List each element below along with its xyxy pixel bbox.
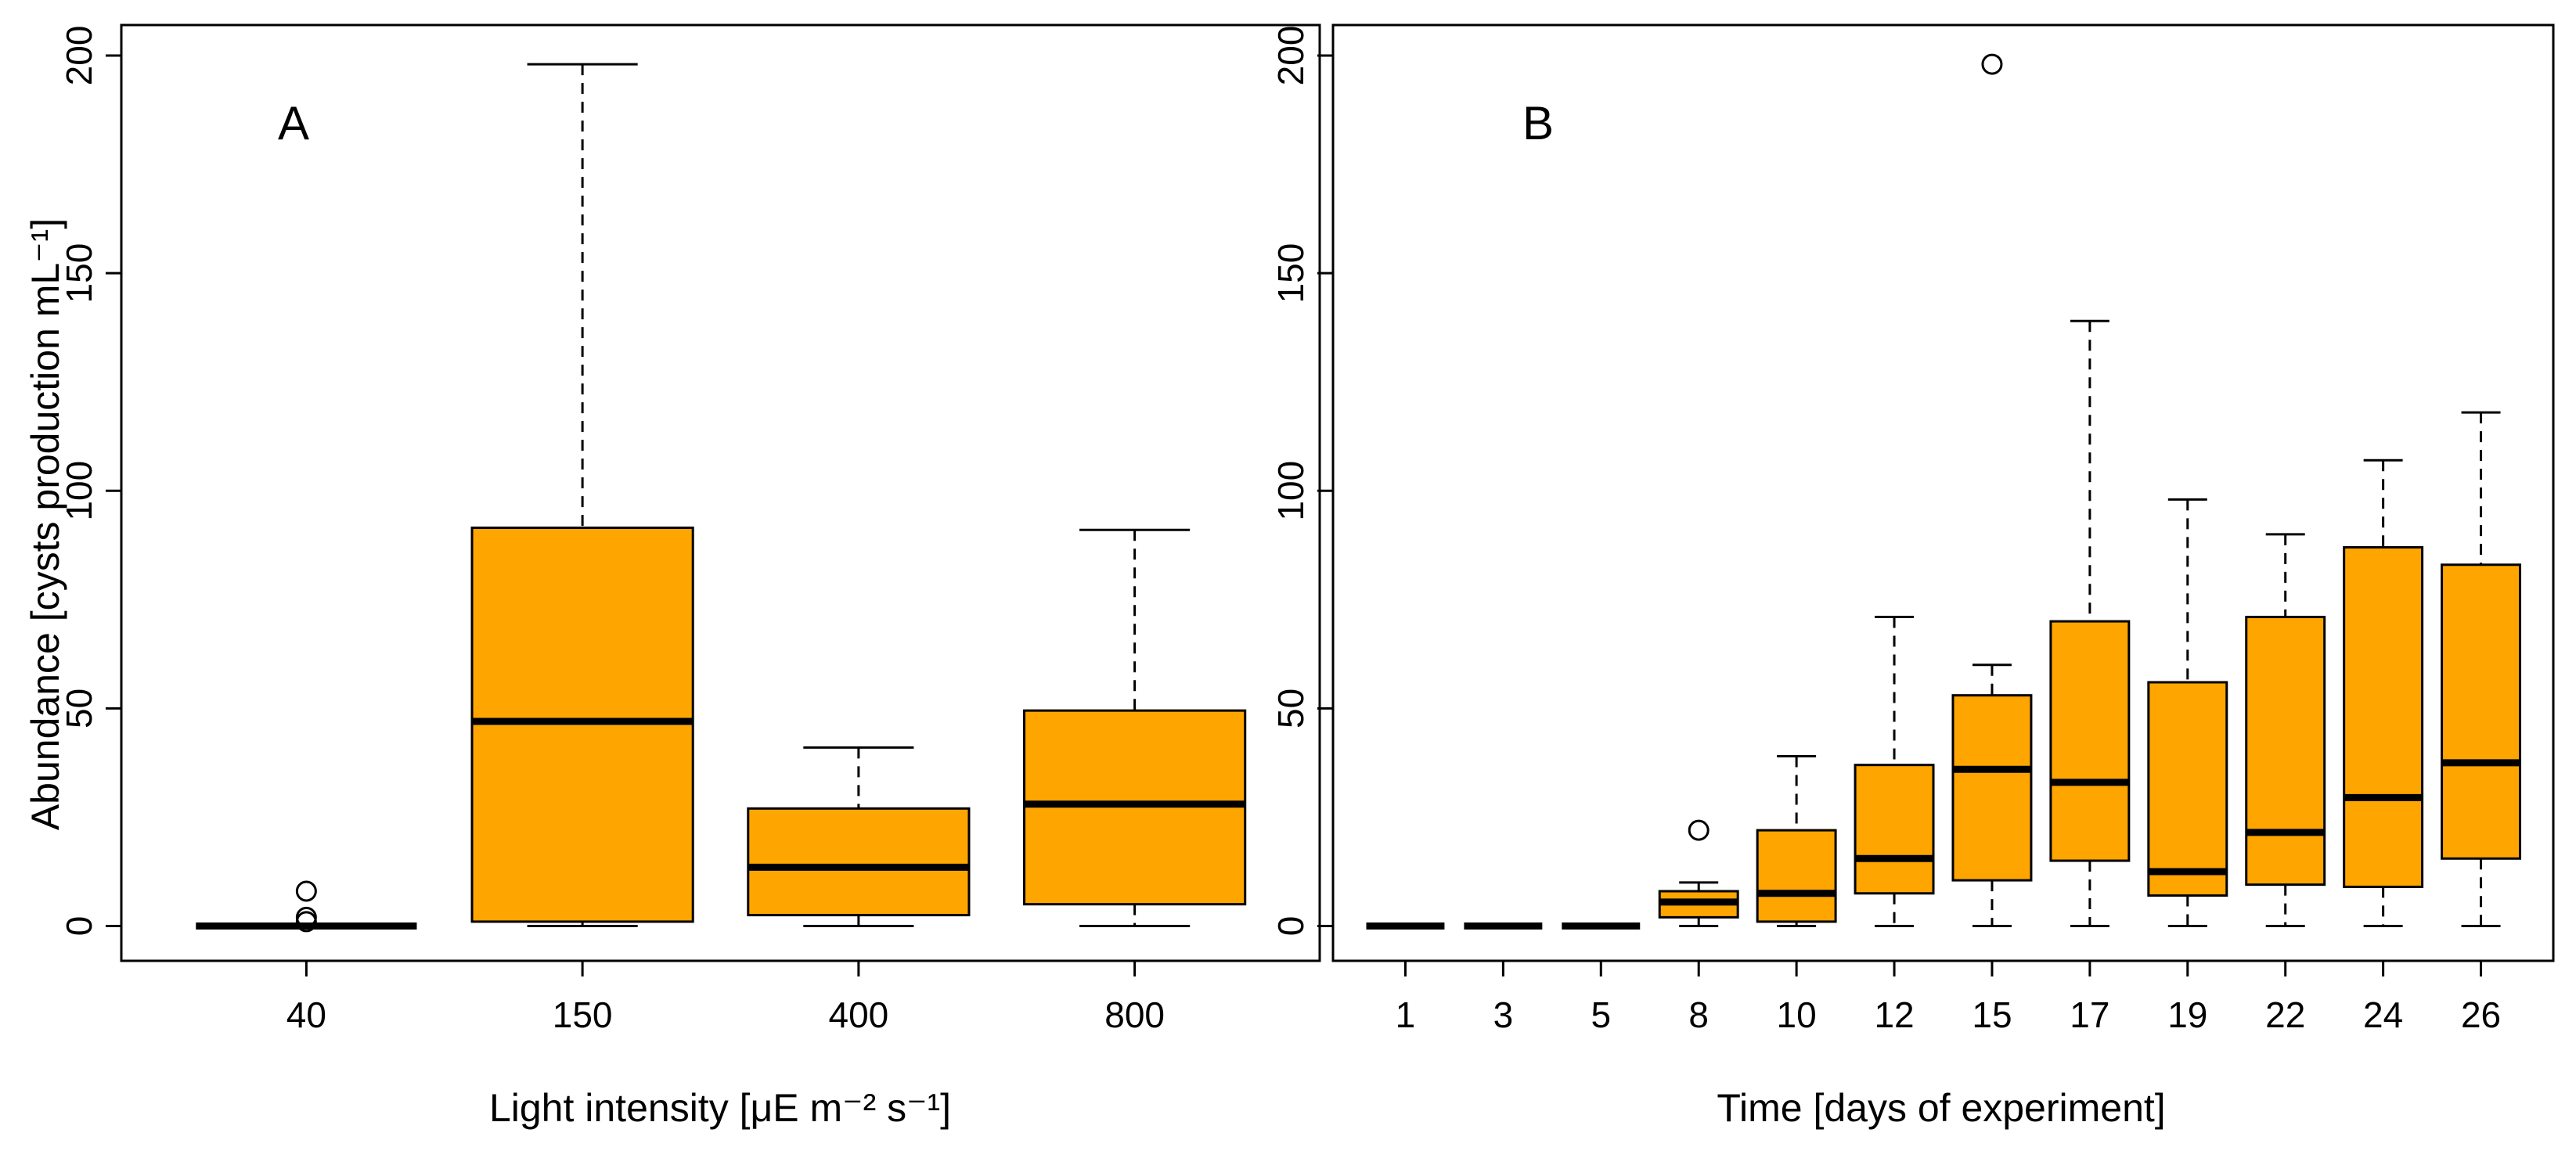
box-body	[2245, 616, 2326, 886]
panel-a-x-axis: 40 150 400 800	[286, 959, 1165, 1035]
panel-b-x-tick-label: 5	[1591, 994, 1611, 1035]
panel-a-y-tick-label: 0	[59, 916, 99, 937]
panel-a-y-tick-label: 200	[59, 26, 99, 86]
panel-b-y-tick-label: 50	[1270, 689, 1311, 728]
box-body	[2147, 681, 2228, 897]
panel-a-y-tick-label: 50	[59, 689, 99, 728]
box-body	[2049, 620, 2131, 862]
panel-b-y-tick-label: 100	[1270, 461, 1311, 521]
panel-b-x-tick-label: 8	[1688, 994, 1709, 1035]
panel-b-label: B	[1522, 97, 1554, 149]
panel-b-box-17	[2049, 319, 2131, 927]
panel-b-x-tick-label: 17	[2070, 994, 2109, 1035]
box-body	[1756, 829, 1837, 923]
panel-a-y-axis: 0 50 100 150 200	[59, 26, 121, 937]
outlier-point	[295, 906, 317, 928]
panel-a-box-150	[470, 63, 694, 927]
outlier-point	[295, 880, 317, 902]
panel-b-x-tick-label: 1	[1396, 994, 1416, 1035]
panel-b-box-26	[2441, 411, 2522, 927]
panel-b-y-axis: 0 50 100 150 200	[1270, 26, 1333, 937]
panel-b-y-tick-label: 150	[1270, 243, 1311, 304]
panel-b-x-tick-label: 24	[2363, 994, 2403, 1035]
panel-b-x-axis-title: Time [days of experiment]	[1717, 1086, 2165, 1130]
panel-b-x-axis: 1 3 5 8 10 12 15 17 19 22 24 26	[1396, 959, 2501, 1035]
panel-b-x-tick-label: 10	[1777, 994, 1817, 1035]
panel-b-boxes	[1366, 53, 2522, 930]
panel-a-box-400	[747, 746, 971, 927]
panel-b-y-tick-label: 0	[1270, 916, 1311, 937]
outlier-point	[1981, 53, 2003, 75]
panel-b: 0 50 100 150 200 1 3 5 8 10 12 15 17 19 22 24 26 B Time…	[1270, 23, 2555, 1130]
panel-a-x-tick-label: 150	[553, 994, 613, 1035]
box-body	[2343, 546, 2424, 888]
panel-a-box-40	[196, 880, 417, 933]
outlier-point	[1688, 819, 1710, 841]
panel-b-y-tick-label: 200	[1270, 26, 1311, 86]
panel-a-boxes	[196, 63, 1247, 933]
panel-a-y-axis-title: Abundance [cysts production mL⁻¹]	[23, 218, 67, 830]
panel-a: 0 50 100 150 200 40 150 400 800 A Light intensi…	[23, 23, 1321, 1130]
panel-b-box-10	[1756, 755, 1837, 927]
panel-b-box-19	[2147, 498, 2228, 927]
panel-a-x-axis-title: Light intensity [μE m⁻² s⁻¹]	[489, 1086, 951, 1130]
panel-b-x-tick-label: 3	[1493, 994, 1514, 1035]
panel-a-y-tick-label: 100	[59, 461, 99, 521]
panel-b-x-tick-label: 26	[2461, 994, 2501, 1035]
panel-b-x-tick-label: 15	[1972, 994, 2012, 1035]
panel-b-x-tick-label: 19	[2167, 994, 2207, 1035]
panel-b-x-tick-label: 12	[1874, 994, 1914, 1035]
panel-b-box-12	[1854, 616, 1935, 927]
panel-b-box-24	[2343, 459, 2424, 927]
panel-a-x-tick-label: 400	[829, 994, 889, 1035]
panel-b-box-8	[1658, 819, 1739, 927]
panel-a-x-tick-label: 800	[1104, 994, 1165, 1035]
box-body	[1854, 764, 1935, 895]
panel-a-x-tick-label: 40	[286, 994, 326, 1035]
panel-b-box-15	[1951, 53, 2033, 927]
box-body	[2441, 563, 2522, 860]
panel-a-label: A	[278, 97, 309, 149]
panel-b-x-tick-label: 22	[2265, 994, 2305, 1035]
panel-b-box-22	[2245, 533, 2326, 927]
panel-a-y-tick-label: 150	[59, 243, 99, 304]
box-body	[1951, 694, 2033, 882]
box-body	[747, 807, 971, 917]
panel-a-box-800	[1023, 528, 1247, 927]
